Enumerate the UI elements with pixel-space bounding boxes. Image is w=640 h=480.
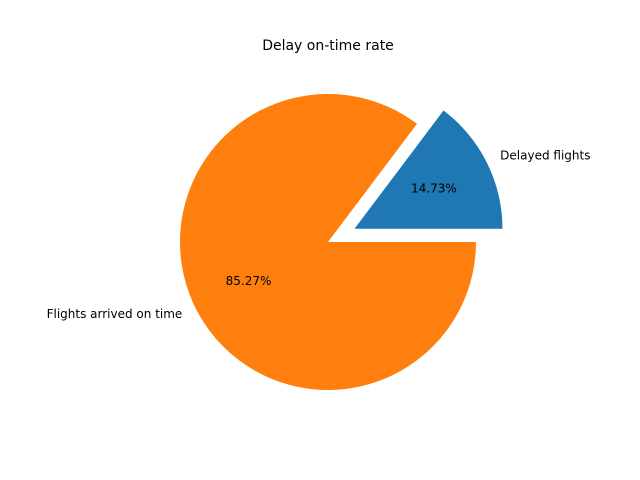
slice-percentage-label: 85.27% <box>226 274 272 288</box>
slice-label: Delayed flights <box>500 149 590 163</box>
pie-labels: Delayed flights 14.73% Flights arrived on … <box>47 149 591 322</box>
pie-slice-on-time <box>180 94 477 391</box>
slice-percentage-label: 14.73% <box>411 182 457 196</box>
slice-label: Flights arrived on time <box>47 307 183 321</box>
pie-slice-delayed <box>354 110 503 229</box>
pie-slices <box>180 94 503 391</box>
chart-title: Delay on-time rate <box>262 38 394 54</box>
